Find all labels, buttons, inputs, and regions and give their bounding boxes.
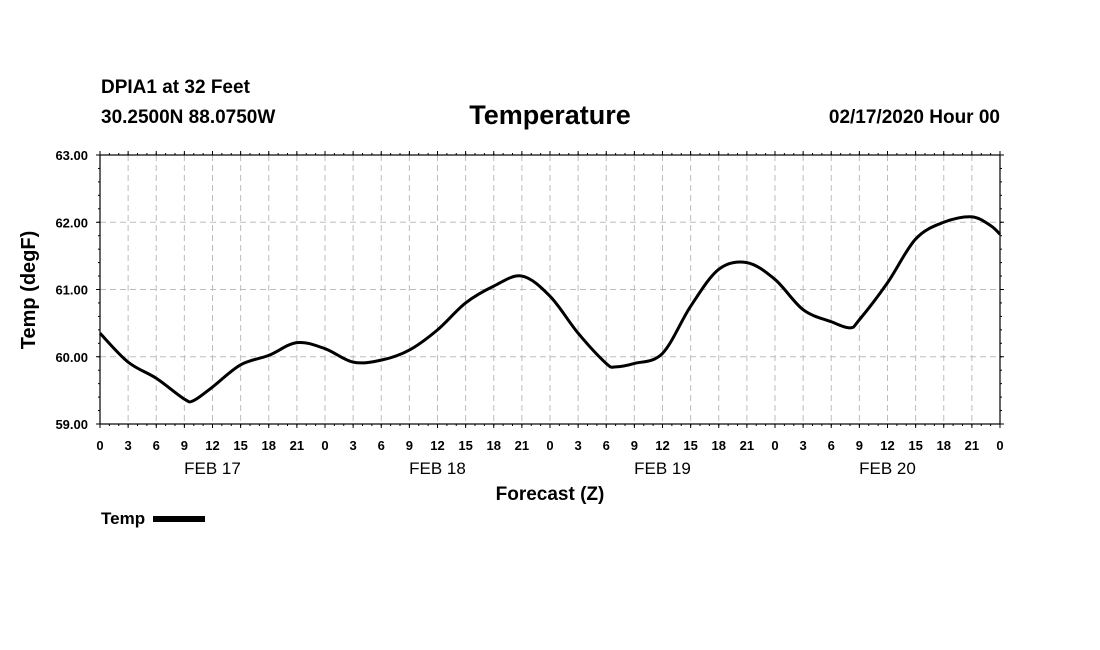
legend-line-swatch bbox=[153, 516, 206, 522]
ticks-layer: 59.00 60.00 61.00 62.00 63.00 0 3 6 9 12 15 18 21 0 3 6… bbox=[55, 148, 1004, 478]
x-tick-label: 0 bbox=[96, 438, 103, 453]
temp-series-line bbox=[98, 215, 1002, 404]
forecast-datetime: 02/17/2020 Hour 00 bbox=[828, 107, 1000, 128]
x-tick-label: 12 bbox=[880, 438, 894, 453]
x-tick-label: 21 bbox=[740, 438, 754, 453]
series-layer bbox=[98, 215, 1002, 404]
x-tick-label: 3 bbox=[800, 438, 807, 453]
x-tick-label: 0 bbox=[771, 438, 778, 453]
y-tick-label: 62.00 bbox=[55, 215, 88, 230]
day-label: FEB 19 bbox=[634, 459, 691, 478]
coordinates-label: 30.2500N 88.0750W bbox=[101, 107, 276, 128]
x-tick-label: 21 bbox=[515, 438, 529, 453]
x-tick-label: 12 bbox=[205, 438, 219, 453]
station-label: DPIA1 at 32 Feet bbox=[101, 77, 250, 98]
y-tick-label: 60.00 bbox=[55, 350, 88, 365]
x-axis-label: Forecast (Z) bbox=[496, 484, 605, 505]
legend-label: Temp bbox=[101, 509, 146, 528]
day-label: FEB 17 bbox=[184, 459, 241, 478]
x-tick-label: 21 bbox=[965, 438, 979, 453]
x-tick-label: 9 bbox=[856, 438, 863, 453]
day-label: FEB 20 bbox=[859, 459, 916, 478]
x-tick-label: 6 bbox=[603, 438, 610, 453]
day-label: FEB 18 bbox=[409, 459, 466, 478]
x-tick-label: 21 bbox=[290, 438, 304, 453]
x-tick-label: 6 bbox=[828, 438, 835, 453]
x-tick-label: 18 bbox=[487, 438, 501, 453]
x-tick-label: 9 bbox=[406, 438, 413, 453]
x-tick-label: 15 bbox=[458, 438, 472, 453]
chart-title: Temperature bbox=[469, 100, 631, 130]
x-tick-label: 9 bbox=[631, 438, 638, 453]
x-tick-label: 6 bbox=[378, 438, 385, 453]
x-tick-label: 0 bbox=[546, 438, 553, 453]
y-tick-label: 59.00 bbox=[55, 417, 88, 432]
x-tick-label: 3 bbox=[125, 438, 132, 453]
y-axis-label: Temp (degF) bbox=[18, 231, 40, 350]
x-tick-label: 3 bbox=[575, 438, 582, 453]
x-tick-label: 15 bbox=[683, 438, 697, 453]
x-tick-label: 3 bbox=[350, 438, 357, 453]
x-tick-label: 18 bbox=[712, 438, 726, 453]
legend: Temp bbox=[101, 509, 206, 529]
y-tick-label: 61.00 bbox=[55, 283, 88, 298]
x-tick-label: 0 bbox=[996, 438, 1003, 453]
x-tick-label: 9 bbox=[181, 438, 188, 453]
x-tick-label: 0 bbox=[321, 438, 328, 453]
x-tick-label: 12 bbox=[655, 438, 669, 453]
x-tick-label: 18 bbox=[262, 438, 276, 453]
x-tick-label: 12 bbox=[430, 438, 444, 453]
x-tick-label: 15 bbox=[233, 438, 247, 453]
y-tick-label: 63.00 bbox=[55, 148, 88, 163]
x-tick-label: 6 bbox=[153, 438, 160, 453]
x-tick-label: 18 bbox=[937, 438, 951, 453]
x-tick-label: 15 bbox=[908, 438, 922, 453]
grid-lines bbox=[100, 155, 1000, 424]
